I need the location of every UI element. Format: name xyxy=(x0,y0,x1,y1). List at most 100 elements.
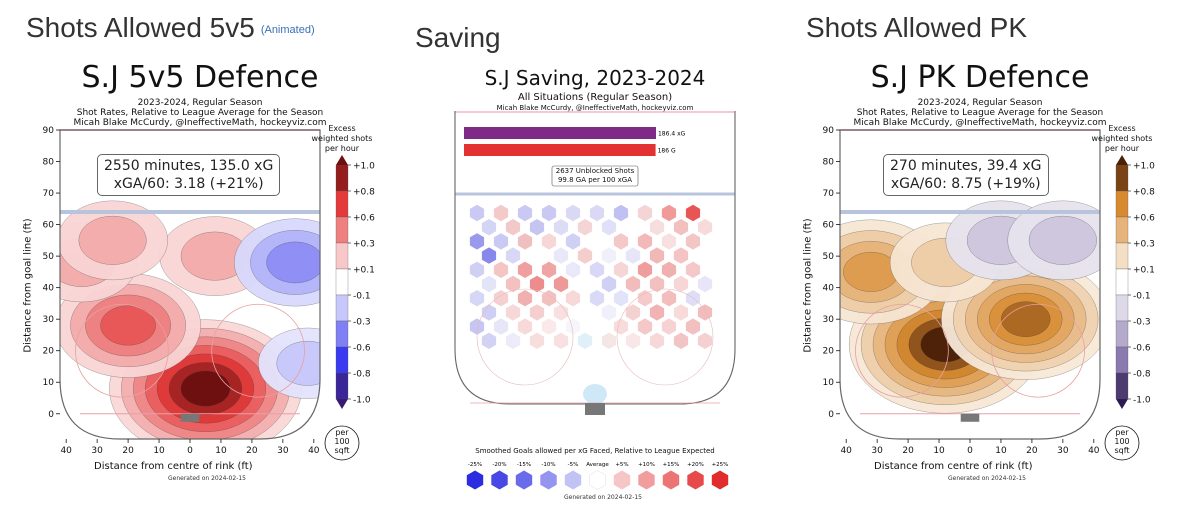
hex-cell xyxy=(613,261,629,278)
y-tick-label: 40 xyxy=(43,284,55,294)
hex-cell xyxy=(637,290,653,307)
colorbar-segment xyxy=(335,190,349,218)
colorbar-top-arrow xyxy=(336,155,348,165)
hex-cell xyxy=(517,261,533,278)
faceoff-circle-left xyxy=(855,303,949,398)
hex-cell xyxy=(577,247,593,264)
x-tick-label: 30 xyxy=(871,446,883,456)
hex-cell xyxy=(553,219,569,236)
x-axis-label: Distance from centre of rink (ft) xyxy=(94,461,253,472)
hex-cell xyxy=(649,219,665,236)
hex-cell xyxy=(601,219,617,236)
colorbar-tick-label: +0.8 xyxy=(353,188,375,198)
colorbar-tick-label: -0.3 xyxy=(353,318,371,328)
hex-cell xyxy=(517,318,533,335)
hex-cell xyxy=(649,275,665,293)
hex-cell xyxy=(493,290,509,307)
hex-cell xyxy=(505,304,521,321)
hex-cell xyxy=(697,275,713,293)
y-tick-label: 70 xyxy=(43,189,55,199)
unit-circle xyxy=(1104,425,1140,461)
legend-label: -10% xyxy=(541,462,555,468)
colorbar-segment xyxy=(1115,190,1129,218)
colorbar-tick-label: +0.8 xyxy=(1133,188,1155,198)
unit-label: 100 xyxy=(1114,437,1129,446)
hex-cell xyxy=(493,233,509,250)
y-tick-label: 70 xyxy=(823,189,835,199)
chart-5v5-defence: S.J 5v5 Defence 2023-2024, Regular Seaso… xyxy=(20,58,380,488)
bar-label-0: 186.4 xG xyxy=(658,131,686,138)
contour-5-1 xyxy=(276,340,320,386)
y-tick-label: 90 xyxy=(823,126,835,136)
info-box: 270 minutes, 39.4 xG xGA/60: 8.75 (+19%) xyxy=(883,154,1049,196)
hex-cell xyxy=(493,204,509,222)
hex-cell xyxy=(541,290,557,307)
colorbar-title: weighted shots xyxy=(312,134,373,143)
colorbar-title: Excess xyxy=(328,124,355,133)
hex-cell xyxy=(577,332,593,349)
chart-title: S.J 5v5 Defence xyxy=(81,60,319,95)
chart-title: S.J Saving, 2023-2024 xyxy=(484,66,706,90)
legend-swatch xyxy=(540,470,557,490)
colorbar-tick-label: +1.0 xyxy=(353,162,375,172)
chart-subtitle-2: Micah Blake McCurdy, @IneffectiveMath, h… xyxy=(496,104,694,112)
colorbar-tick-label: -0.1 xyxy=(353,292,371,302)
chart-subtitle-1: 2023-2024, Regular Season xyxy=(137,98,263,108)
rink-outline xyxy=(839,129,1101,440)
hex-cell xyxy=(589,318,605,335)
colorbar-segment xyxy=(1115,320,1129,348)
hex-cell xyxy=(685,318,701,335)
hex-cell xyxy=(649,332,665,349)
faceoff-circle-left xyxy=(75,303,169,398)
hex-cell xyxy=(517,233,533,250)
contour-4-2 xyxy=(266,241,320,284)
hex-cell xyxy=(481,304,497,321)
colorbar-tick-label: -1.0 xyxy=(1133,396,1151,406)
hex-cell xyxy=(553,247,569,264)
hex-cell xyxy=(589,261,605,278)
colorbar-tick-label: -0.8 xyxy=(353,370,371,380)
generated-footer: Generated on 2024-02-15 xyxy=(168,475,246,482)
colorbar-tick-label: -0.8 xyxy=(1133,370,1151,380)
goal-net xyxy=(585,403,605,415)
hex-cell xyxy=(481,332,497,349)
hex-cell xyxy=(469,318,485,335)
y-tick-label: 60 xyxy=(823,221,835,231)
hex-cell xyxy=(541,233,557,250)
legend-swatch xyxy=(711,470,729,490)
colorbar-tick-label: -0.3 xyxy=(1133,318,1151,328)
hex-cell xyxy=(613,290,629,307)
hex-cell xyxy=(697,247,713,264)
hex-cell xyxy=(589,290,605,307)
chart-subtitle-3: Micah Blake McCurdy, @IneffectiveMath, h… xyxy=(73,118,327,128)
colorbar-bottom-arrow xyxy=(1116,399,1128,409)
legend-swatch xyxy=(515,470,533,490)
legend-label: +15% xyxy=(663,462,680,468)
colorbar-segment xyxy=(335,346,349,374)
colorbar-title: per hour xyxy=(1105,144,1140,153)
colorbar-segment xyxy=(1115,268,1129,296)
hex-cell xyxy=(625,275,641,293)
unit-label: sqft xyxy=(334,446,349,455)
y-tick-label: 90 xyxy=(43,126,55,136)
bar-1 xyxy=(464,144,656,156)
legend-swatch xyxy=(687,470,704,490)
contour-0-6 xyxy=(180,370,231,407)
hex-cell xyxy=(553,304,569,321)
info-line-2: xGA/60: 3.18 (+21%) xyxy=(113,176,264,192)
hex-cell xyxy=(493,261,509,278)
summary-2: 99.8 GA per 100 xGA xyxy=(557,176,633,184)
contour-layer xyxy=(840,200,1100,414)
x-tick-label: 20 xyxy=(1026,446,1038,456)
unit-label: per xyxy=(1115,428,1129,437)
animated-link[interactable]: (Animated) xyxy=(260,23,315,36)
legend-label: -15% xyxy=(517,462,531,468)
generated-footer: Generated on 2024-02-15 xyxy=(564,494,642,501)
colorbar-bottom-arrow xyxy=(336,399,348,409)
colorbar-segment xyxy=(335,372,349,400)
hex-cell xyxy=(529,219,545,236)
legend-label: Average xyxy=(586,462,609,468)
hex-cell xyxy=(505,247,521,264)
hex-cell xyxy=(613,204,629,222)
